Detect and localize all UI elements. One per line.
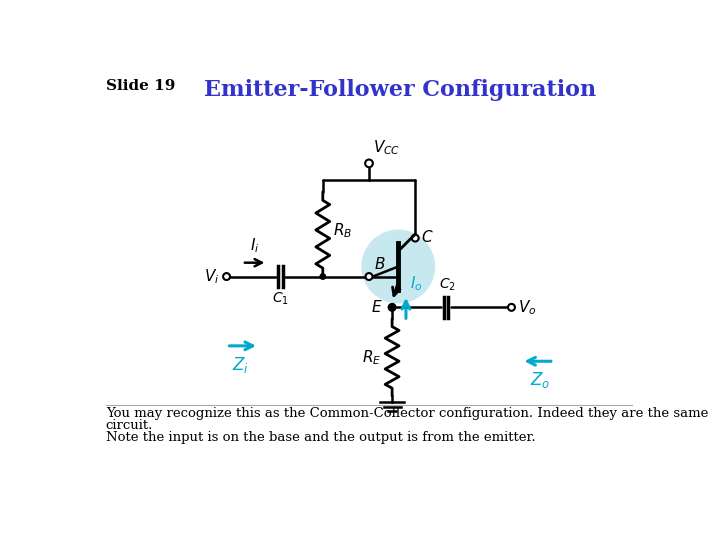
Text: You may recognize this as the Common-Collector configuration. Indeed they are th: You may recognize this as the Common-Col… (106, 407, 708, 420)
Text: $C_1$: $C_1$ (272, 291, 289, 307)
Circle shape (390, 305, 395, 310)
Text: $I_o$: $I_o$ (410, 275, 423, 294)
Circle shape (508, 304, 515, 311)
Circle shape (361, 230, 435, 303)
Text: $B$: $B$ (374, 256, 385, 272)
Circle shape (389, 304, 395, 311)
Text: Note the input is on the base and the output is from the emitter.: Note the input is on the base and the ou… (106, 431, 535, 444)
Text: $C$: $C$ (421, 228, 434, 245)
Text: $R_B$: $R_B$ (333, 221, 352, 240)
Text: Emitter-Follower Configuration: Emitter-Follower Configuration (204, 79, 596, 100)
Circle shape (365, 159, 373, 167)
Text: $E$: $E$ (372, 299, 383, 315)
Text: Slide 19: Slide 19 (106, 79, 175, 93)
Circle shape (320, 274, 325, 279)
Text: $V_o$: $V_o$ (518, 298, 536, 316)
Text: $Z_o$: $Z_o$ (530, 370, 550, 390)
Circle shape (223, 273, 230, 280)
Text: $R_E$: $R_E$ (362, 348, 382, 367)
Text: $C_2$: $C_2$ (439, 277, 456, 294)
Text: circuit.: circuit. (106, 419, 153, 432)
Text: $Z_i$: $Z_i$ (232, 355, 249, 375)
Text: $V_i$: $V_i$ (204, 267, 220, 286)
Text: $V_{CC}$: $V_{CC}$ (373, 138, 400, 157)
Text: $I_i$: $I_i$ (250, 237, 259, 255)
Circle shape (412, 234, 418, 241)
Circle shape (366, 273, 372, 280)
